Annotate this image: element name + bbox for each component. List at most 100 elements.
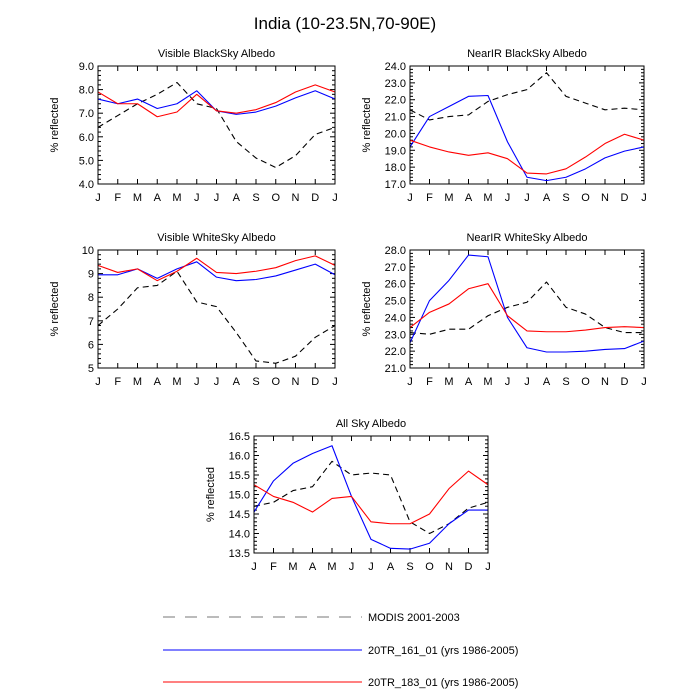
y-tick-label: 5 [88,363,94,375]
y-tick-label: 8 [88,292,94,304]
x-tick-label: A [309,561,317,573]
x-tick-label: M [483,376,492,388]
x-tick-label: A [543,192,551,204]
legend-item: MODIS 2001-2003 [163,612,460,624]
x-tick-label: J [505,376,511,388]
y-axis-title: % reflected [49,281,61,336]
y-tick-label: 25.0 [385,296,406,308]
y-tick-label: 15.5 [229,470,250,482]
x-tick-label: F [426,376,433,388]
plot-frame [253,435,489,554]
y-tick-label: 16.5 [229,431,250,443]
y-tick-label: 8.0 [79,85,94,97]
y-tick-label: 16.0 [229,451,250,463]
plot-frame [409,65,645,185]
x-tick-label: J [214,192,220,204]
x-tick-label: J [349,561,355,573]
y-tick-label: 5.0 [79,155,94,167]
x-tick-label: M [444,376,453,388]
y-tick-label: 9.0 [79,61,94,73]
y-tick-label: 24.0 [385,61,406,73]
legend-label: 20TR_161_01 (yrs 1986-2005) [368,645,518,657]
x-tick-label: N [292,376,300,388]
x-tick-label: J [524,376,530,388]
legend-label: MODIS 2001-2003 [368,612,460,624]
y-tick-label: 20.0 [385,128,406,140]
x-tick-label: J [194,376,200,388]
x-tick-label: M [483,192,492,204]
legend: MODIS 2001-2003 20TR_161_01 (yrs 1986-200… [163,612,518,689]
y-tick-label: 27.0 [385,262,406,274]
y-axis-title: % reflected [361,97,373,152]
x-tick-label: J [524,192,530,204]
x-tick-label: D [311,192,319,204]
x-tick-label: D [621,192,629,204]
x-tick-label: M [327,561,336,573]
y-tick-label: 24.0 [385,312,406,324]
y-tick-label: 21.0 [385,112,406,124]
x-tick-label: D [311,376,319,388]
chart-panel-3: Visible WhiteSky Albedo % reflected 5 6 7 8 9 1… [49,232,338,388]
y-tick-label: 4.0 [79,179,94,191]
y-tick-label: 22.0 [385,346,406,358]
chart-panel-1: Visible BlackSky Albedo % reflected 4.0 5.0… [49,48,338,204]
x-tick-label: D [621,376,629,388]
series-line-2 [98,261,336,282]
x-tick-label: M [172,192,181,204]
x-tick-label: J [407,192,413,204]
y-tick-label: 26.0 [385,279,406,291]
x-tick-label: A [154,376,162,388]
x-tick-label: A [387,561,395,573]
series-line-3 [409,283,645,333]
x-tick-label: J [407,376,413,388]
x-tick-label: A [233,192,241,204]
x-tick-label: S [252,192,259,204]
y-tick-label: 10 [82,245,94,257]
series-line-1 [253,460,489,535]
series-line-2 [409,254,645,353]
x-tick-label: A [233,376,241,388]
x-tick-label: A [465,376,473,388]
x-tick-label: F [426,192,433,204]
x-tick-label: N [601,376,609,388]
legend-item: 20TR_161_01 (yrs 1986-2005) [163,645,518,657]
chart-panels: Visible BlackSky Albedo % reflected 4.0 5.0… [49,48,647,573]
panel-title: Visible BlackSky Albedo [158,48,275,60]
y-tick-label: 6.0 [79,132,94,144]
y-tick-label: 19.0 [385,145,406,157]
x-tick-label: O [271,192,280,204]
y-tick-label: 28.0 [385,245,406,257]
figure-title: India (10-23.5N,70-90E) [254,14,436,33]
x-tick-label: S [562,376,569,388]
x-tick-label: M [172,376,181,388]
plot-frame [409,249,645,369]
x-tick-label: A [465,192,473,204]
y-tick-label: 6 [88,339,94,351]
x-tick-label: D [465,561,473,573]
y-tick-label: 17.0 [385,179,406,191]
y-tick-label: 15.0 [229,490,250,502]
y-tick-label: 13.5 [229,548,250,560]
series-line-1 [97,81,336,169]
x-tick-label: A [543,376,551,388]
x-tick-label: J [332,192,338,204]
series-line-3 [409,133,645,175]
y-tick-label: 18.0 [385,162,406,174]
x-tick-label: M [288,561,297,573]
series-line-2 [409,94,645,182]
x-tick-label: J [641,376,647,388]
x-tick-label: J [194,192,200,204]
x-tick-label: J [368,561,374,573]
x-tick-label: O [425,561,434,573]
x-tick-label: F [114,376,121,388]
x-tick-label: S [562,192,569,204]
y-tick-label: 14.5 [229,509,250,521]
y-tick-label: 22.0 [385,95,406,107]
chart-panel-2: NearIR BlackSky Albedo % reflected 17.0 18.… [361,48,647,204]
legend-label: 20TR_183_01 (yrs 1986-2005) [368,677,518,689]
series-line-3 [97,84,336,118]
x-tick-label: N [445,561,453,573]
x-tick-label: J [95,192,101,204]
y-tick-label: 23.0 [385,329,406,341]
